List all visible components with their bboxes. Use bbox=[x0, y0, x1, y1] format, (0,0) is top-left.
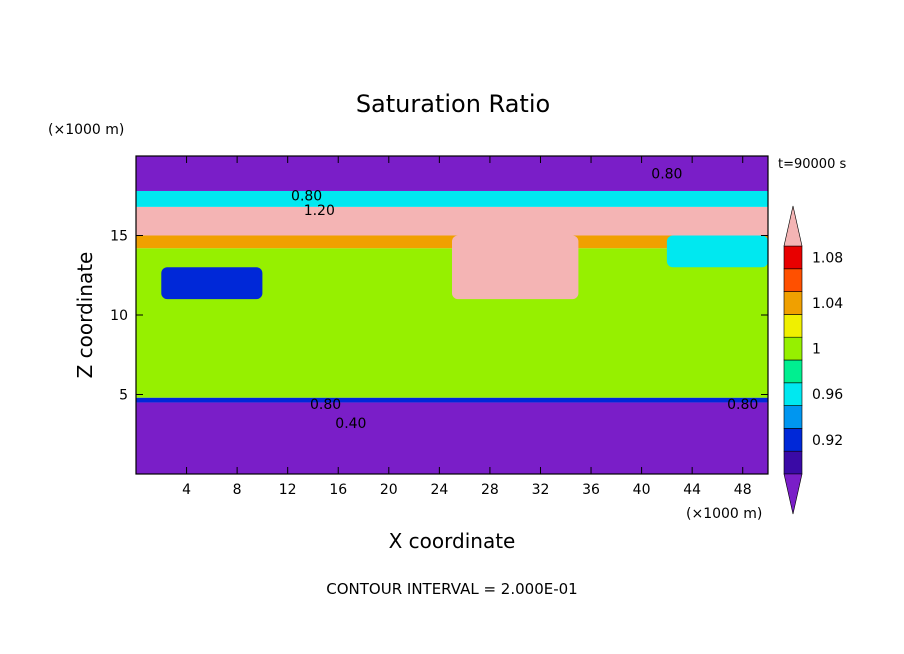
y-unit-label: (×1000 m) bbox=[48, 122, 124, 138]
contour-label: 0.40 bbox=[335, 416, 366, 432]
y-tick-label: 10 bbox=[110, 308, 128, 324]
x-tick-label: 44 bbox=[683, 482, 701, 498]
contour-label: 0.80 bbox=[310, 397, 341, 413]
colorbar-swatch bbox=[783, 291, 803, 315]
x-unit-label: (×1000 m) bbox=[686, 506, 762, 522]
colorbar-underflow-arrow bbox=[783, 473, 803, 515]
field-band bbox=[136, 397, 768, 403]
colorbar-swatch bbox=[783, 450, 803, 475]
colorbar-swatch bbox=[783, 382, 803, 406]
colorbar-swatch bbox=[783, 336, 803, 361]
y-axis-label: Z coordinate bbox=[73, 252, 97, 379]
x-tick-label: 28 bbox=[481, 482, 499, 498]
field-patch bbox=[666, 235, 768, 268]
field-band bbox=[136, 156, 768, 191]
field-patch bbox=[161, 267, 263, 300]
field-patch bbox=[452, 235, 579, 300]
colorbar-tick-label: 1.08 bbox=[812, 250, 843, 266]
contour-label: 0.80 bbox=[651, 166, 682, 182]
x-tick-label: 32 bbox=[532, 482, 550, 498]
contour-label: 0.80 bbox=[727, 397, 758, 413]
contour-label: 0.80 bbox=[291, 189, 322, 205]
contour-label-layer: 0.801.200.800.800.400.80 bbox=[291, 166, 758, 432]
colorbar-swatch bbox=[783, 314, 803, 338]
field-band bbox=[136, 206, 768, 236]
colorbar-overflow-arrow bbox=[783, 205, 803, 247]
colorbar-swatch bbox=[783, 359, 803, 384]
contour-label: 1.20 bbox=[304, 203, 335, 219]
x-tick-label: 36 bbox=[582, 482, 600, 498]
y-axis: 5 10 15 bbox=[110, 229, 768, 404]
colorbar-swatch bbox=[783, 268, 803, 292]
y-tick-label: 15 bbox=[110, 229, 128, 245]
colorbar-tick-label: 1 bbox=[812, 342, 821, 358]
colorbar-tick-label: 0.92 bbox=[812, 433, 843, 449]
plot-area bbox=[136, 156, 768, 474]
x-tick-label: 24 bbox=[430, 482, 448, 498]
x-tick-label: 20 bbox=[380, 482, 398, 498]
field-band bbox=[136, 402, 768, 474]
x-tick-label: 4 bbox=[182, 482, 191, 498]
colorbar: 0.92 0.96 1 1.04 1.08 bbox=[783, 205, 843, 515]
x-tick-label: 12 bbox=[279, 482, 297, 498]
x-tick-label: 16 bbox=[329, 482, 347, 498]
y-tick-label: 5 bbox=[119, 388, 128, 404]
colorbar-tick-label: 1.04 bbox=[812, 296, 843, 312]
x-axis: 4 8 12 16 20 24 28 32 36 40 44 48 bbox=[182, 156, 752, 498]
field-patch bbox=[641, 283, 768, 395]
colorbar-swatch bbox=[783, 428, 803, 452]
colorbar-swatch bbox=[783, 405, 803, 429]
colorbar-tick-label: 0.96 bbox=[812, 387, 843, 403]
field-band bbox=[136, 190, 768, 207]
x-axis-label: X coordinate bbox=[389, 529, 516, 553]
time-label: t=90000 s bbox=[778, 157, 846, 172]
x-tick-label: 48 bbox=[734, 482, 752, 498]
chart-title: Saturation Ratio bbox=[356, 90, 550, 118]
contour-interval-footer: CONTOUR INTERVAL = 2.000E-01 bbox=[326, 580, 577, 598]
colorbar-swatch bbox=[783, 245, 803, 270]
x-tick-label: 40 bbox=[633, 482, 651, 498]
x-tick-label: 8 bbox=[233, 482, 242, 498]
